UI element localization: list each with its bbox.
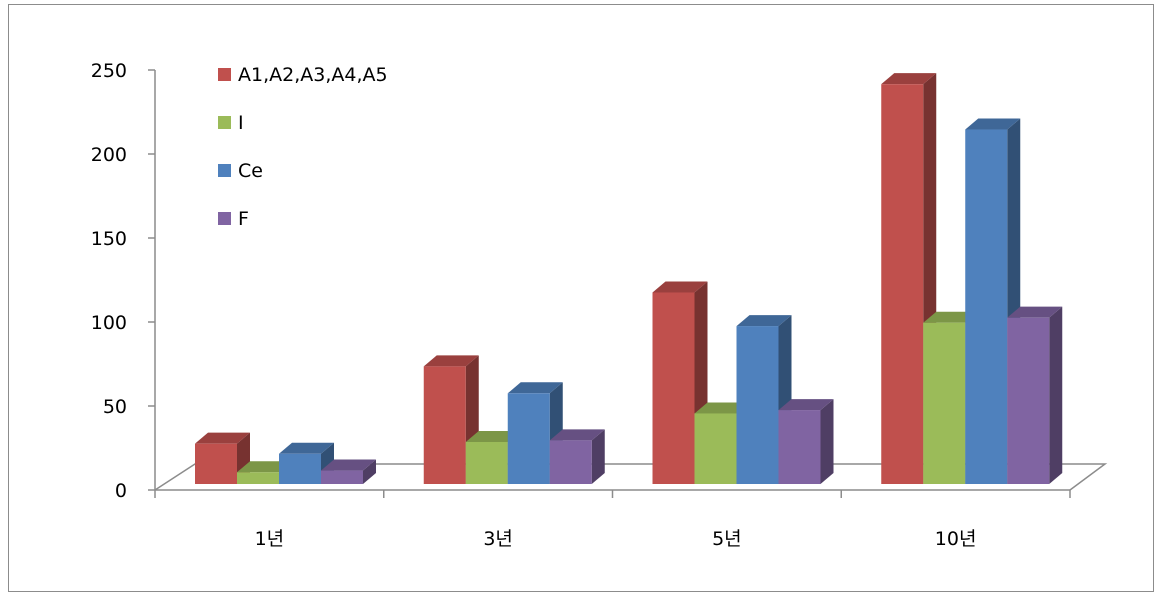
bar-front [195, 444, 237, 484]
bar-front [466, 442, 508, 484]
bar-front [279, 454, 321, 484]
legend-label: Ce [238, 160, 263, 182]
bar-front [737, 326, 779, 484]
bar-front [508, 393, 550, 484]
bar-side [1049, 307, 1062, 484]
bar-front [779, 410, 821, 484]
legend-swatch [218, 68, 231, 81]
y-tick-label: 50 [103, 396, 127, 418]
bar-front [653, 292, 695, 484]
legend-swatch [218, 164, 231, 177]
y-tick-label: 0 [115, 480, 127, 502]
legend-item: F [218, 208, 249, 230]
legend-swatch [218, 116, 231, 129]
legend-swatch [218, 212, 231, 225]
bar-front [881, 84, 923, 484]
y-tick-label: 200 [91, 144, 127, 166]
bar-front [321, 471, 363, 484]
bar-front [1007, 318, 1049, 484]
bar-front [237, 472, 279, 484]
x-tick-label: 3년 [483, 528, 513, 550]
legend: A1,A2,A3,A4,A5 I Ce F [218, 64, 388, 230]
legend-label: A1,A2,A3,A4,A5 [238, 64, 388, 86]
legend-item: Ce [218, 160, 263, 182]
x-tick-label: 1년 [255, 528, 285, 550]
bar [779, 399, 834, 484]
legend-item: A1,A2,A3,A4,A5 [218, 64, 388, 86]
legend-label: I [238, 112, 244, 134]
x-tick-label: 5년 [712, 528, 742, 550]
legend-label: F [238, 208, 249, 230]
bar-front [424, 366, 466, 484]
bar-front [695, 413, 737, 484]
bars [195, 73, 1062, 484]
bar-front [923, 323, 965, 484]
bar [1007, 307, 1062, 484]
bar-side [821, 399, 834, 484]
y-tick-label: 150 [91, 228, 127, 250]
y-tick-label: 250 [91, 60, 127, 82]
legend-item: I [218, 112, 244, 134]
bar [550, 429, 605, 484]
bar-front [965, 130, 1007, 484]
y-tick-label: 100 [91, 312, 127, 334]
x-tick-label: 10년 [935, 528, 977, 550]
bar-front [550, 440, 592, 484]
